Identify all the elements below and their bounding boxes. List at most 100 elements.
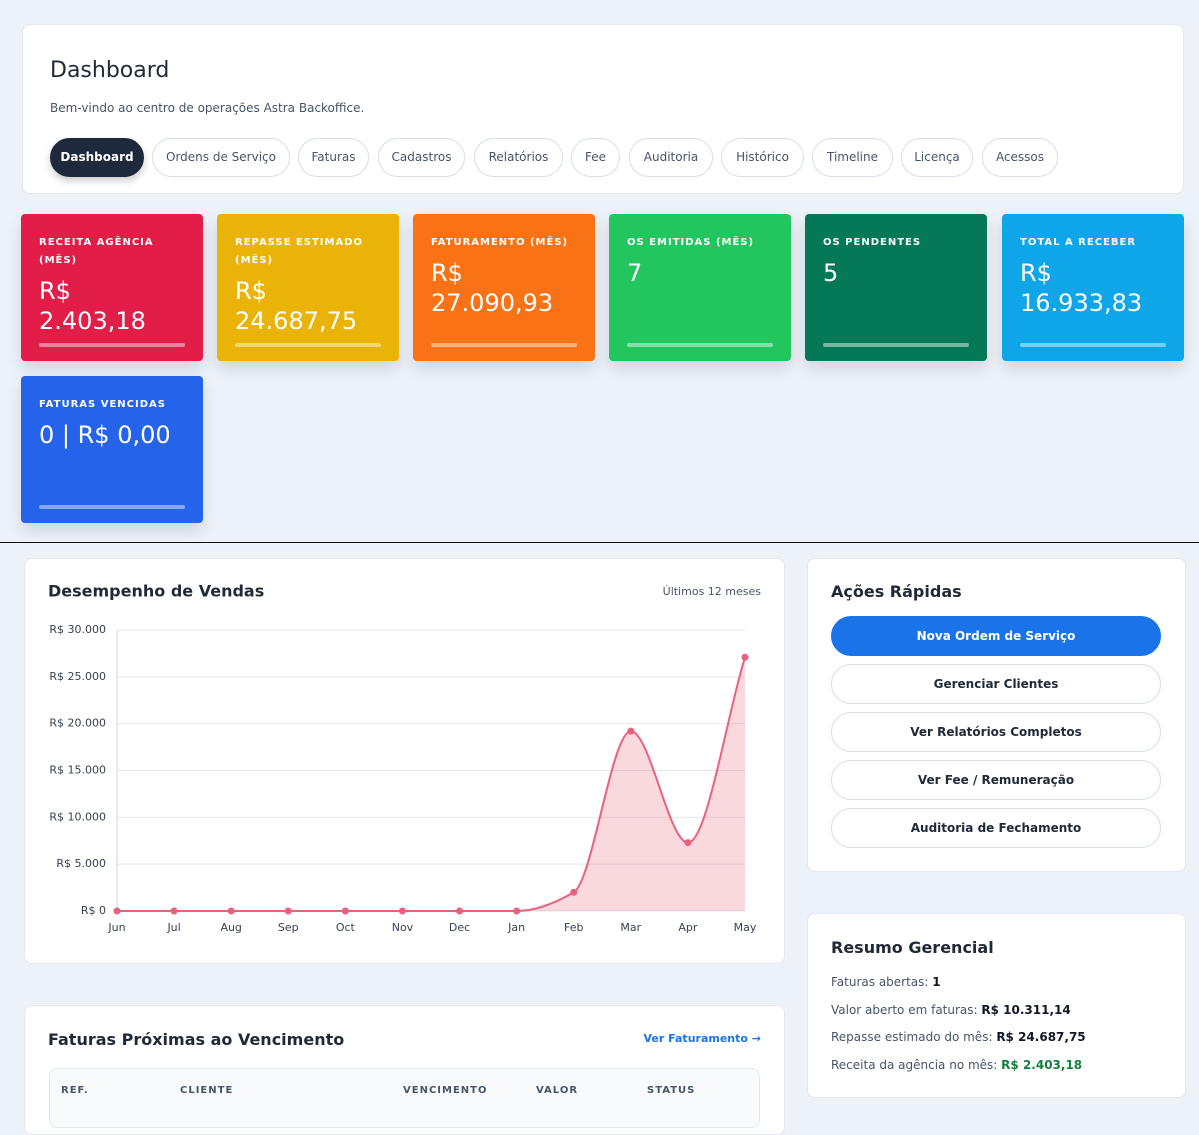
kpi-progress	[39, 343, 185, 347]
y-tick-label: R$ 30.000	[49, 623, 106, 636]
kpi-progress	[1020, 343, 1166, 347]
kpi-progress	[823, 343, 969, 347]
chart: Desempenho de Vendas Últimos 12 meses R$…	[48, 582, 762, 935]
nav-tab[interactable]: Faturas	[298, 138, 369, 177]
kpi-value: R$ 2.403,18	[39, 277, 146, 335]
separator	[0, 542, 1199, 543]
x-tick-label: May	[734, 921, 757, 934]
nav-tab[interactable]: Auditoria	[629, 138, 713, 177]
kpi-label: REPASSE ESTIMADO (MÊS)	[235, 237, 364, 266]
point	[284, 907, 292, 915]
table-header	[49, 1068, 760, 1128]
point	[227, 907, 235, 915]
kpi-label: FATURAS VENCIDAS	[39, 399, 166, 410]
point	[570, 888, 578, 896]
x-tick-label: Apr	[678, 921, 698, 934]
x-tick-label: Jan	[507, 921, 525, 934]
kpi-card: REPASSE ESTIMADO (MÊS) R$ 24.687,75	[217, 214, 399, 361]
x-tick-label: Sep	[278, 921, 299, 934]
nav-tab[interactable]: Licença	[901, 138, 973, 177]
kpi-card: RECEITA AGÊNCIA (MÊS) R$ 2.403,18	[21, 214, 203, 361]
summary-item: Receita da agência no mês: R$ 2.403,18	[831, 1058, 1082, 1072]
action-button[interactable]: Gerenciar Clientes	[831, 664, 1161, 704]
x-tick-label: Nov	[392, 921, 414, 934]
action-button[interactable]: Auditoria de Fechamento	[831, 808, 1161, 848]
summary-value: R$ 2.403,18	[1001, 1057, 1083, 1072]
column-header: VENCIMENTO	[403, 1085, 488, 1096]
kpi-card: FATURAMENTO (MÊS) R$ 27.090,93	[413, 214, 595, 361]
kpi-label: OS EMITIDAS (MÊS)	[627, 237, 755, 248]
summary-item: Faturas abertas: 1	[831, 975, 941, 989]
point	[398, 907, 406, 915]
kpi-value: 0 | R$ 0,00	[39, 421, 171, 449]
x-tick-label: Mar	[620, 921, 641, 934]
y-tick-label: R$ 10.000	[49, 810, 106, 823]
chart-subtitle: Últimos 12 meses	[663, 585, 762, 598]
summary-value: R$ 24.687,75	[996, 1030, 1086, 1044]
y-tick-label: R$ 20.000	[49, 717, 106, 730]
line-area	[117, 657, 745, 911]
kpi-value: R$ 24.687,75	[235, 277, 358, 335]
point	[513, 907, 521, 915]
action-button[interactable]: Ver Fee / Remuneração	[831, 760, 1161, 800]
kpi-value: 7	[627, 259, 643, 287]
x-tick-label: Feb	[564, 921, 583, 934]
kpi-label: FATURAMENTO (MÊS)	[431, 237, 569, 248]
kpi-label: RECEITA AGÊNCIA (MÊS)	[39, 237, 154, 266]
summary-label: Faturas abertas:	[831, 975, 929, 989]
y-tick-label: R$ 5.000	[56, 857, 106, 870]
nav-tab[interactable]: Histórico	[721, 138, 804, 177]
action-button[interactable]: Nova Ordem de Serviço	[831, 616, 1161, 656]
kpi-value: R$ 16.933,83	[1020, 259, 1143, 317]
summary-title: Resumo Gerencial	[831, 938, 994, 957]
summary-card	[807, 913, 1186, 1098]
summary-label: Receita da agência no mês:	[831, 1057, 998, 1072]
page-title: Dashboard	[50, 58, 170, 83]
nav-tab[interactable]: Dashboard	[50, 138, 144, 177]
summary-value: 1	[932, 975, 941, 989]
y-tick-label: R$ 0	[81, 904, 106, 917]
point	[741, 653, 749, 661]
point	[684, 839, 692, 847]
nav-tab[interactable]: Cadastros	[378, 138, 465, 177]
action-button[interactable]: Ver Relatórios Completos	[831, 712, 1161, 752]
nav-tab[interactable]: Timeline	[812, 138, 893, 177]
summary-item: Repasse estimado do mês: R$ 24.687,75	[831, 1030, 1086, 1044]
x-tick-label: Jul	[166, 921, 180, 934]
y-tick-label: R$ 15.000	[49, 764, 106, 777]
page-subtitle: Bem-vindo ao centro de operações Astra B…	[50, 101, 365, 115]
point	[456, 907, 464, 915]
column-header: STATUS	[647, 1085, 696, 1096]
nav-tab[interactable]: Acessos	[982, 138, 1058, 177]
summary-label: Repasse estimado do mês:	[831, 1030, 993, 1044]
kpi-card: TOTAL A RECEBER R$ 16.933,83	[1002, 214, 1184, 361]
kpi-progress	[39, 505, 185, 509]
point	[341, 907, 349, 915]
nav-tab[interactable]: Fee	[571, 138, 620, 177]
summary-item: Valor aberto em faturas: R$ 10.311,14	[831, 1003, 1071, 1017]
summary-value: R$ 10.311,14	[981, 1002, 1071, 1017]
kpi-progress	[235, 343, 381, 347]
x-tick-label: Oct	[336, 921, 356, 934]
kpi-value: R$ 27.090,93	[431, 259, 554, 317]
quick-actions-title: Ações Rápidas	[831, 582, 962, 601]
chart-title: Desempenho de Vendas	[48, 582, 264, 601]
nav-tab[interactable]: Relatórios	[474, 138, 563, 177]
summary-label: Valor aberto em faturas:	[831, 1002, 978, 1017]
y-tick-label: R$ 25.000	[49, 670, 106, 683]
kpi-value: 5	[823, 259, 839, 287]
kpi-card: OS PENDENTES 5	[805, 214, 987, 361]
invoices-link[interactable]: Ver Faturamento →	[643, 1032, 761, 1045]
kpi-progress	[627, 343, 773, 347]
chart-card	[24, 558, 785, 964]
nav-tab[interactable]: Ordens de Serviço	[152, 138, 290, 177]
point	[170, 907, 178, 915]
kpi-label: TOTAL A RECEBER	[1020, 237, 1137, 248]
x-tick-label: Aug	[220, 921, 241, 934]
invoices-title: Faturas Próximas ao Vencimento	[48, 1030, 345, 1049]
x-tick-label: Dec	[449, 921, 470, 934]
kpi-label: OS PENDENTES	[823, 237, 922, 248]
kpi-card: FATURAS VENCIDAS 0 | R$ 0,00	[21, 376, 203, 523]
point	[113, 907, 121, 915]
x-tick-label: Jun	[107, 921, 125, 934]
